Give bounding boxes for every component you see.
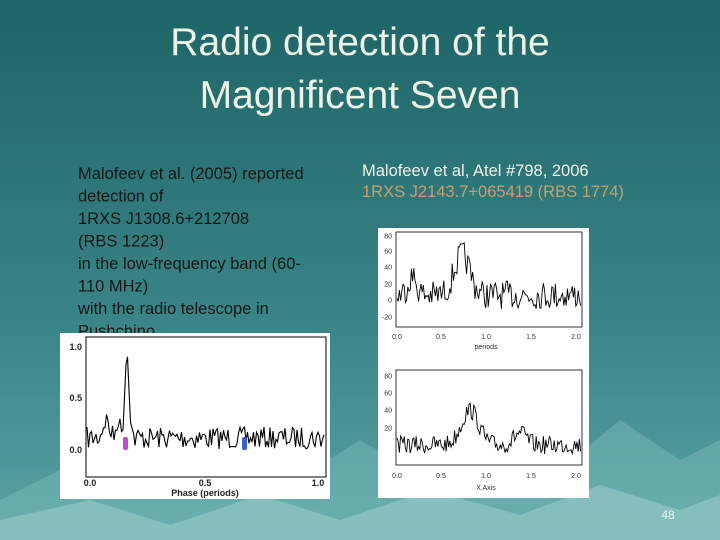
right-plot: 80 60 40 20 0 -20 0.0 0.5 1.0 1.5 2.0 80 60 40 20 0.0 0.…: [382, 234, 582, 480]
plot-background: [60, 333, 330, 499]
y-tick-label: 0: [388, 298, 392, 305]
title-line: Radio detection of the: [170, 21, 549, 64]
x-tick-label: 1.0: [312, 478, 325, 488]
x-axis-label: Phase (periods): [171, 488, 239, 498]
signal-curve: [396, 241, 582, 310]
mountains-front: [0, 485, 720, 540]
citation: Malofeev et al, Atel #798, 2006: [362, 162, 589, 180]
y-tick-label: 80: [384, 234, 392, 241]
page-number: 48: [661, 508, 675, 522]
body-line: Malofeev et al. (2005) reported: [78, 165, 304, 183]
x-axis-label: periods: [475, 344, 498, 351]
y-tick-label: 80: [384, 374, 392, 381]
x-tick-label: 0.0: [392, 473, 402, 480]
title-line: Magnificent Seven: [200, 74, 521, 117]
body-line: 1RXS J1308.6+212708: [78, 210, 249, 228]
x-tick-label: 0.5: [436, 473, 446, 480]
mountains: [0, 420, 720, 540]
plot-frame: [395, 231, 583, 328]
x-tick-label: 1.0: [481, 334, 491, 341]
x-tick-label: 1.5: [526, 334, 536, 341]
x-tick-label: 0.0: [84, 478, 97, 488]
x-tick-label: 1.0: [481, 473, 491, 480]
source: 1RXS J2143.7+065419 (RBS 1774): [362, 183, 624, 201]
plot-frame: [395, 369, 583, 466]
y-tick-label: 40: [384, 265, 392, 272]
plot-frame: [85, 336, 327, 478]
left-plot: 1.0 0.5 0.0 0.0 0.5 1.0: [69, 342, 325, 488]
body-line: (RBS 1223): [78, 233, 164, 251]
x-tick-label: 0.5: [199, 478, 212, 488]
body-line: with the radio telescope in: [77, 300, 269, 318]
marker: [123, 437, 128, 450]
body-line: 110 MHz): [78, 278, 148, 296]
body-line: in the low-frequency band (60-: [78, 255, 301, 273]
y-tick-label: 20: [384, 282, 392, 289]
x-tick-label: 0.0: [392, 334, 402, 341]
signal-curve: [86, 356, 325, 450]
plot-background: [378, 228, 589, 498]
signal-curve: [396, 402, 582, 456]
body-line: detection of: [78, 188, 164, 206]
y-tick-label: 0.0: [69, 445, 82, 455]
y-tick-label: 0.5: [69, 393, 82, 403]
x-axis-label: X Axis: [476, 485, 496, 492]
y-tick-label: 1.0: [69, 342, 82, 352]
y-tick-label: 60: [384, 391, 392, 398]
marker: [242, 437, 247, 450]
y-tick-label: -20: [382, 315, 392, 322]
x-tick-label: 2.0: [571, 473, 581, 480]
y-tick-label: 40: [384, 408, 392, 415]
x-tick-label: 0.5: [436, 334, 446, 341]
x-tick-label: 2.0: [571, 334, 581, 341]
y-tick-label: 20: [384, 426, 392, 433]
x-tick-label: 1.5: [526, 473, 536, 480]
y-tick-label: 60: [384, 249, 392, 256]
